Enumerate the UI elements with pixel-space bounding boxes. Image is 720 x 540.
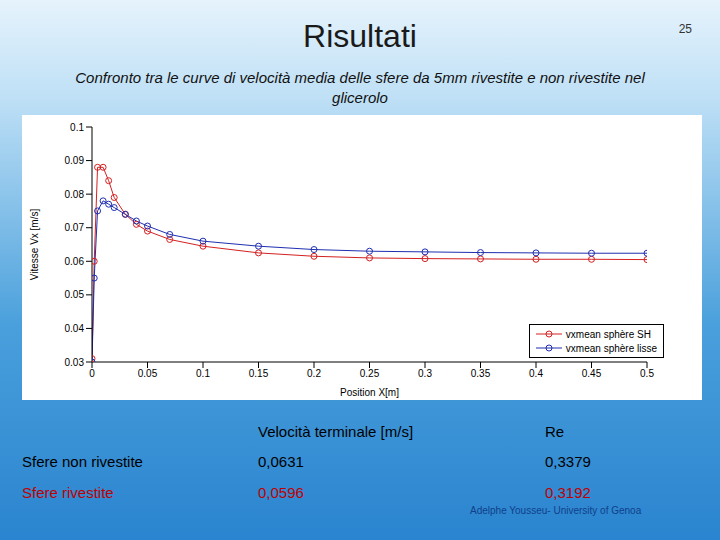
svg-text:0.08: 0.08 [65, 189, 85, 200]
html-text:0,0596: 0,0596 [258, 484, 304, 501]
html-text:Sfere rivestite: Sfere rivestite [22, 484, 114, 501]
svg-text:Position X[m]: Position X[m] [340, 387, 399, 398]
svg-text:0.15: 0.15 [249, 368, 269, 379]
svg-text:0.07: 0.07 [65, 222, 85, 233]
svg-text:0.4: 0.4 [529, 368, 543, 379]
svg-text:0.1: 0.1 [196, 368, 210, 379]
svg-text:0.06: 0.06 [65, 256, 85, 267]
html-text:Confronto tra le curve di velo: Confronto tra le curve di velocità media… [75, 69, 645, 106]
html-text:vxmean sphère SH: vxmean sphère SH [565, 328, 651, 340]
svg-text:0.03: 0.03 [65, 357, 85, 368]
svg-text:0.1: 0.1 [70, 122, 84, 133]
svg-text:0.5: 0.5 [640, 368, 654, 379]
html-text:0,3379: 0,3379 [545, 453, 591, 470]
svg-text:0.2: 0.2 [307, 368, 321, 379]
svg-text:0.25: 0.25 [360, 368, 380, 379]
svg-text:0.05: 0.05 [65, 289, 85, 300]
svg-text:0.35: 0.35 [471, 368, 491, 379]
html-text:0,0631: 0,0631 [258, 453, 304, 470]
html-text:0,3192: 0,3192 [545, 484, 591, 501]
html-text:25: 25 [678, 22, 692, 36]
svg-text:0.3: 0.3 [418, 368, 432, 379]
svg-text:0.45: 0.45 [582, 368, 602, 379]
svg-text:0.05: 0.05 [138, 368, 158, 379]
html-text:Adelphe Yousseu- University of: Adelphe Yousseu- University of Genoa [470, 505, 642, 516]
html-text:vxmean sphère lisse: vxmean sphère lisse [565, 342, 657, 354]
html-text:Velocità terminale [m/s]: Velocità terminale [m/s] [258, 422, 414, 440]
svg-text:0.04: 0.04 [65, 323, 85, 334]
svg-text:0: 0 [89, 368, 95, 379]
svg-text:Vitesse Vx [m/s]: Vitesse Vx [m/s] [29, 209, 40, 281]
html-text:Sfere non rivestite: Sfere non rivestite [22, 453, 143, 470]
html-text:Risultati: Risultati [303, 18, 417, 54]
svg-text:0.09: 0.09 [65, 155, 85, 166]
html-text:Re: Re [545, 422, 565, 440]
